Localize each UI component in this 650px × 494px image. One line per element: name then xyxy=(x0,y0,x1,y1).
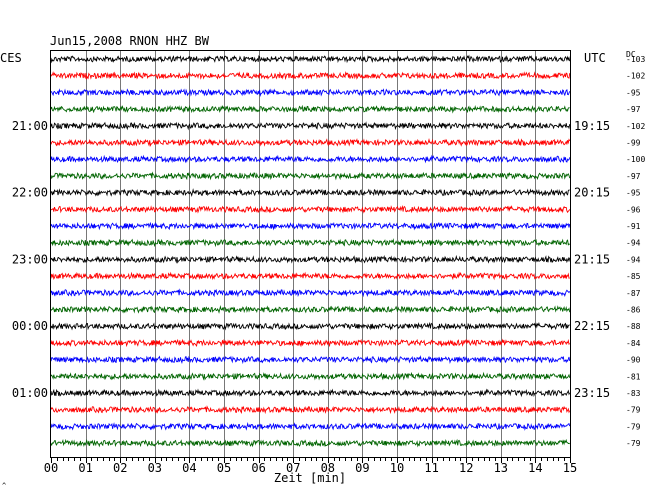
seismic-traces xyxy=(50,54,571,448)
left-time-label: 00:00 xyxy=(12,319,48,333)
left-time-label: 01:00 xyxy=(12,386,48,400)
minute-grid xyxy=(86,51,536,457)
trace-row-14 xyxy=(50,288,571,298)
trace-row-19 xyxy=(50,371,571,381)
trace-row-15 xyxy=(50,305,571,314)
dc-offset-label: -85 xyxy=(626,272,641,281)
trace-row-2 xyxy=(50,88,571,97)
x-tick-label: 15 xyxy=(563,461,577,475)
plot-frame xyxy=(50,50,571,458)
x-tick-label: 11 xyxy=(424,461,438,475)
x-axis-label: Zeit [min] xyxy=(274,471,346,485)
x-tick-label: 14 xyxy=(528,461,542,475)
dc-offset-label: -83 xyxy=(626,389,641,398)
left-time-labels: 21:00 22:00 23:00 00:00 01:00 xyxy=(12,119,48,400)
corner-mark: ^ xyxy=(2,482,6,490)
x-tick-label: 13 xyxy=(494,461,508,475)
trace-row-16 xyxy=(50,321,570,331)
trace-row-21 xyxy=(50,405,571,415)
x-tick-label: 10 xyxy=(390,461,404,475)
x-tick-label: 12 xyxy=(459,461,473,475)
dc-offset-label: -86 xyxy=(626,306,641,315)
dc-offset-label: -91 xyxy=(626,222,641,231)
right-time-label: 23:15 xyxy=(574,386,610,400)
dc-offset-label: -88 xyxy=(626,322,641,331)
left-time-label: 22:00 xyxy=(12,186,48,200)
dc-offset-label: -95 xyxy=(626,189,641,198)
x-tick-label: 04 xyxy=(182,461,196,475)
dc-offset-label: -94 xyxy=(626,255,641,264)
trace-row-12 xyxy=(50,254,571,264)
trace-row-17 xyxy=(50,338,570,348)
dc-offset-label: -96 xyxy=(626,205,641,214)
trace-row-9 xyxy=(50,204,571,214)
right-time-label: 22:15 xyxy=(574,319,610,333)
x-tick-label: 02 xyxy=(113,461,127,475)
dc-offset-label: -95 xyxy=(626,88,641,97)
dc-offset-label: -84 xyxy=(626,339,641,348)
dc-offset-label: -97 xyxy=(626,172,641,181)
right-time-label: 21:15 xyxy=(574,252,610,266)
x-tick-label: 01 xyxy=(78,461,92,475)
dc-offset-label: -100 xyxy=(626,155,645,164)
dc-offset-label: -94 xyxy=(626,239,641,248)
x-tick-labels: 00 01 02 03 04 05 06 07 08 09 10 11 12 13 14 15 xyxy=(44,461,577,475)
right-time-label: 20:15 xyxy=(574,186,610,200)
trace-row-8 xyxy=(50,188,570,198)
dc-offset-label: -81 xyxy=(626,372,641,381)
trace-row-10 xyxy=(50,221,571,231)
trace-row-11 xyxy=(50,238,571,248)
trace-row-4 xyxy=(50,121,571,131)
right-time-label: 19:15 xyxy=(574,119,610,133)
trace-row-1 xyxy=(50,71,571,81)
trace-row-6 xyxy=(50,154,571,164)
dc-offset-label: -97 xyxy=(626,105,641,114)
x-tick-label: 00 xyxy=(44,461,58,475)
trace-row-18 xyxy=(50,355,571,365)
left-time-label: 23:00 xyxy=(12,252,48,266)
x-tick-label: 06 xyxy=(251,461,265,475)
dc-offset-label: -79 xyxy=(626,406,641,415)
trace-row-13 xyxy=(50,271,570,281)
x-tick-label: 05 xyxy=(217,461,231,475)
dc-offset-label: -99 xyxy=(626,139,641,148)
dc-offset-label: -90 xyxy=(626,356,641,365)
chart-title: Jun15,2008 RNON HHZ BW xyxy=(50,34,210,48)
trace-row-0 xyxy=(50,54,571,64)
dc-offset-label: -79 xyxy=(626,439,641,448)
right-axis-label: UTC xyxy=(584,51,606,65)
trace-row-5 xyxy=(50,137,571,147)
trace-row-22 xyxy=(50,421,571,431)
dc-offset-label: -102 xyxy=(626,72,645,81)
x-tick-label: 07 xyxy=(286,461,300,475)
dc-offset-label: -87 xyxy=(626,289,641,298)
dc-offset-label: -102 xyxy=(626,122,645,131)
trace-row-23 xyxy=(50,438,570,448)
dc-label: DC xyxy=(626,50,636,59)
left-time-label: 21:00 xyxy=(12,119,48,133)
left-axis-label: CES xyxy=(0,51,22,65)
dc-offset-label: -79 xyxy=(626,422,641,431)
right-time-labels: 19:15 20:15 21:15 22:15 23:15 xyxy=(574,119,610,400)
x-tick-label: 09 xyxy=(355,461,369,475)
x-tick-label: 03 xyxy=(148,461,162,475)
trace-row-7 xyxy=(50,171,571,181)
dc-offset-label: -103 xyxy=(626,55,645,64)
trace-row-3 xyxy=(50,104,570,114)
x-tick-label: 08 xyxy=(321,461,335,475)
dc-offset-labels: -103 -102 -95 -97 -102 -99 -100 -97 -95 -96 -91 -94… xyxy=(626,55,645,448)
trace-row-20 xyxy=(50,388,571,398)
